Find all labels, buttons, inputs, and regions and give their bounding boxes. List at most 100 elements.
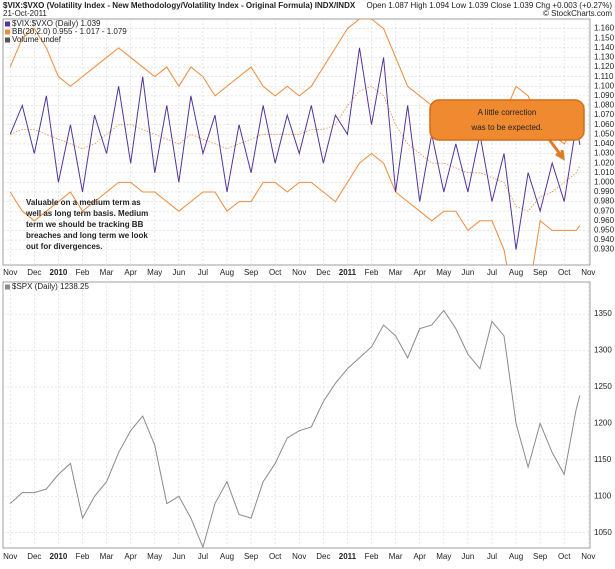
callout-text: A little correction	[478, 108, 537, 117]
plot-frame	[2, 281, 591, 549]
x-tick-label: Mar	[389, 552, 403, 561]
y-tick-label: 1.080	[594, 101, 615, 110]
x-tick-label: Feb	[76, 552, 90, 561]
price-line	[9, 47, 581, 250]
x-tick-label: Nov	[3, 552, 17, 561]
bollinger-band	[9, 152, 581, 265]
quote: Open 1.087 High 1.094 Low 1.039 Close 1.…	[366, 1, 612, 10]
y-tick-label: 1.040	[594, 139, 615, 148]
annotation-note: well as long term basis. Medium	[25, 209, 148, 218]
y-tick-label: 0.990	[594, 187, 615, 196]
x-tick-label: Jul	[487, 552, 497, 561]
x-tick-label: Apr	[413, 268, 426, 277]
x-tick-label: Feb	[365, 552, 379, 561]
y-tick-label: 1.030	[594, 149, 615, 158]
y-tick-label: 1.130	[594, 53, 615, 62]
x-tick-label: May	[147, 268, 162, 277]
x-tick-label: Aug	[220, 268, 234, 277]
x-tick-label: Mar	[389, 268, 403, 277]
x-tick-label: 2010	[50, 552, 68, 561]
y-tick-label: 1.140	[594, 43, 615, 52]
y-tick-label: 1.060	[594, 120, 615, 129]
x-tick-label: 2010	[50, 268, 68, 277]
x-tick-label: Dec	[27, 552, 41, 561]
legend-swatch	[5, 284, 10, 290]
date: 21-Oct-2011	[3, 9, 47, 18]
x-tick-label: Oct	[269, 268, 282, 277]
x-tick-label: Sep	[533, 552, 548, 561]
x-tick-label: Jul	[198, 552, 208, 561]
x-tick-label: Aug	[509, 268, 523, 277]
x-tick-label: Sep	[533, 268, 548, 277]
y-tick-label: 1300	[594, 346, 612, 355]
x-tick-label: 2011	[339, 552, 357, 561]
x-tick-label: Nov	[292, 268, 306, 277]
x-tick-label: Apr	[413, 552, 426, 561]
legend-swatch	[5, 37, 10, 43]
y-tick-label: 1150	[594, 455, 612, 464]
x-tick-label: Aug	[220, 552, 234, 561]
x-tick-label: Dec	[27, 268, 41, 277]
y-tick-label: 1.150	[594, 33, 615, 42]
bollinger-band	[10, 85, 581, 212]
y-tick-label: 1.000	[594, 177, 615, 186]
x-tick-label: Oct	[558, 268, 571, 277]
callout-text: was to be expected.	[470, 123, 542, 132]
legend-label: BB(20,2.0) 0.955 - 1.017 - 1.079	[12, 27, 127, 36]
x-tick-label: Jun	[461, 268, 474, 277]
x-tick-label: May	[147, 552, 162, 561]
x-tick-label: Aug	[509, 552, 523, 561]
x-tick-label: Sep	[244, 552, 259, 561]
x-tick-label: Jun	[172, 268, 185, 277]
annotation-note: out for divergences.	[26, 242, 102, 251]
y-tick-label: 1.100	[594, 81, 615, 90]
x-tick-label: May	[436, 552, 451, 561]
x-tick-label: Jul	[198, 268, 208, 277]
x-tick-label: Apr	[124, 552, 137, 561]
x-tick-label: Dec	[316, 268, 330, 277]
x-tick-label: Mar	[100, 268, 114, 277]
chart-title: $VIX:$VXO (Volatility Index - New Method…	[3, 1, 356, 10]
y-tick-label: 0.980	[594, 197, 615, 206]
x-tick-label: Apr	[124, 268, 137, 277]
y-tick-label: 1350	[594, 309, 612, 318]
y-tick-label: 1.020	[594, 158, 615, 167]
price-line	[9, 309, 581, 548]
x-tick-label: Nov	[3, 268, 17, 277]
x-tick-label: Sep	[244, 268, 259, 277]
y-tick-label: 1.010	[594, 168, 615, 177]
y-tick-label: 0.960	[594, 216, 615, 225]
x-tick-label: Feb	[365, 268, 379, 277]
annotation-note: breaches and long term we look	[26, 231, 148, 240]
y-tick-label: 1.090	[594, 91, 615, 100]
plot-area	[9, 309, 581, 548]
x-tick-label: Nov	[292, 552, 306, 561]
y-tick-label: 1100	[594, 491, 612, 500]
x-tick-label: Jun	[172, 552, 185, 561]
annotation-note: term we should be tracking BB	[26, 220, 144, 229]
y-tick-label: 0.930	[594, 245, 615, 254]
x-tick-label: Feb	[76, 268, 90, 277]
y-tick-label: 1.070	[594, 110, 615, 119]
legend-label: $VIX:$VXO (Daily) 1.039	[12, 19, 101, 28]
y-tick-label: 1.160	[594, 24, 615, 33]
legend-label: $SPX (Daily) 1238.25	[12, 282, 89, 291]
x-tick-label: Oct	[558, 552, 571, 561]
y-tick-label: 1.120	[594, 62, 615, 71]
y-tick-label: 1050	[594, 528, 612, 537]
x-tick-label: May	[436, 268, 451, 277]
x-tick-label: 2011	[339, 268, 357, 277]
x-tick-label: Mar	[100, 552, 114, 561]
legend-swatch	[5, 21, 10, 27]
y-tick-label: 1200	[594, 418, 612, 427]
x-tick-label: Nov	[581, 268, 595, 277]
annotation-note: Valuable on a medium term as	[26, 198, 141, 207]
legend-swatch	[5, 29, 10, 35]
credit: © StockCharts.com	[543, 9, 612, 18]
x-tick-label: Oct	[269, 552, 282, 561]
legend-label: Volume undef	[12, 35, 62, 44]
y-tick-label: 0.970	[594, 206, 615, 215]
y-tick-label: 0.950	[594, 226, 615, 235]
y-tick-label: 1.050	[594, 129, 615, 138]
